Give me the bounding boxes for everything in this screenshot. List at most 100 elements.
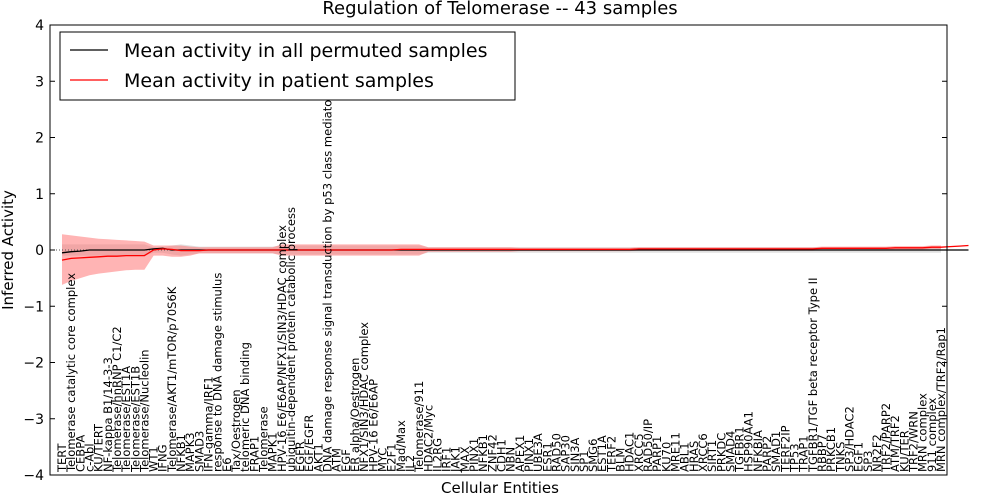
x-tick-label: APEX1	[513, 435, 527, 472]
x-tick-label: SP1	[577, 450, 591, 472]
y-tick-label: −1	[23, 299, 44, 315]
x-tick-label: SIRT1	[705, 440, 719, 472]
x-tick-label: Telomerase/911	[412, 381, 426, 473]
x-tick-label: PARP1	[650, 436, 664, 472]
x-tick-label: Telomerase/hnRNP C1/C2	[110, 326, 124, 473]
x-tick-label: CDH1	[495, 439, 509, 472]
x-tick-label: EGFR	[293, 441, 307, 472]
y-axis: −4 −3 −2 −1 0 1 2 3 4	[23, 18, 947, 484]
x-tick-label: Telomerase/AKT1/mTOR/p70S6K	[165, 286, 179, 473]
x-tick-label: ATM/TRF2	[888, 415, 902, 472]
x-tick-label: MRE11	[669, 432, 683, 472]
x-tick-label: Telomerase	[256, 406, 270, 473]
x-tick-label: Telomerase/Nucleolin	[137, 349, 151, 473]
y-axis-label: Inferred Activity	[0, 190, 17, 310]
x-tick-label: SP3	[861, 450, 875, 472]
x-tick-label: TGFBR1	[733, 426, 747, 473]
x-tick-label: NFKBIA	[751, 430, 765, 472]
x-tick-label: PINX1	[522, 438, 536, 472]
legend-box	[59, 31, 516, 101]
x-tick-label: HDAC2/Myc	[421, 405, 435, 472]
x-tick-label: EGF	[339, 449, 353, 472]
x-tick-label: Telomerase/EST1B	[128, 366, 142, 473]
x-tick-label: Mad/Max	[394, 420, 408, 472]
x-tick-label: UBE3A	[531, 433, 545, 472]
x-tick-label: TNKS	[833, 442, 847, 473]
x-tick-label: TRF2/PARP2	[879, 403, 893, 473]
x-tick-label: SP3/HDAC2	[842, 406, 856, 472]
x-tick-label: KU70	[659, 442, 673, 472]
plot-area	[50, 234, 969, 285]
x-tick-label: MAPK3	[183, 432, 197, 472]
x-tick-label: HRAS	[687, 441, 701, 472]
x-tick-label: Telomerase/EST1A	[119, 366, 133, 473]
x-tick-label: IFN-gamma/IRF1	[202, 376, 216, 472]
x-tick-label: TP53	[788, 443, 802, 473]
x-tick-label: PRKDC	[714, 433, 728, 472]
x-tick-label: NBN	[504, 447, 518, 472]
y-tick-label: 1	[35, 187, 44, 203]
x-tick-label: HPV-16 E6/E6AP/NFX1/SIN3/HDAC complex	[275, 225, 289, 472]
y-tick-label: 4	[35, 18, 44, 34]
x-tick-label: ER alpha/Oestrogen	[348, 358, 362, 472]
x-tick-label: FRAP1	[247, 436, 261, 472]
x-tick-label: IFNG	[156, 444, 170, 472]
y-tick-label: −3	[23, 412, 44, 428]
x-tick-label: IL2RG	[430, 438, 444, 472]
x-tick-label: Telomerase catalytic core complex	[64, 273, 78, 473]
x-tick-label: MAX	[458, 446, 472, 472]
x-tick-label: RAD50/IP	[641, 419, 655, 472]
x-tick-label: KU/TERT	[92, 423, 106, 472]
x-tick-label: ABL1	[678, 442, 692, 471]
x-tick-label: TRF2/WRN	[907, 411, 921, 473]
y-tick-label: −4	[23, 468, 44, 484]
legend: Mean activity in all permuted samples Me…	[59, 31, 516, 101]
x-tick-label: TERT	[55, 443, 69, 473]
band-patient	[62, 234, 941, 285]
x-tick-label: telomeric DNA binding	[238, 342, 252, 472]
x-tick-label: PINX1	[467, 438, 481, 472]
x-axis-label: Cellular Entities	[441, 479, 559, 497]
x-tick-label: ubiquitin-dependent protein catabolic pr…	[284, 207, 298, 472]
chart-title: Regulation of Telomerase -- 43 samples	[322, 0, 677, 19]
x-tick-label: CEBPA	[73, 435, 87, 472]
y-tick-label: −2	[23, 356, 44, 372]
x-tick-label: NFKB1	[174, 434, 188, 472]
x-tick-label: 911 complex	[925, 397, 939, 472]
x-tick-label: SMG6	[586, 439, 600, 472]
x-tick-label: c-Abl	[83, 443, 97, 472]
x-tick-label: DNA damage response signal transduction …	[321, 95, 335, 472]
x-tick-label: IL2	[403, 455, 417, 472]
y-tick-label: 3	[35, 74, 44, 90]
y-tick-label: 2	[35, 131, 44, 147]
x-tick-label: NFX1/SIN3/HDAC complex	[357, 322, 371, 472]
x-tick-label: SMAD3	[192, 431, 206, 472]
x-tick-label: ESR1	[540, 442, 554, 472]
x-tick-label: ZNF42	[485, 434, 499, 472]
x-tick-label: PRKCB1	[824, 427, 838, 472]
x-tick-label: RAD50	[549, 433, 563, 472]
x-tick-label: PARP2	[760, 436, 774, 472]
x-tick-label: E2F1	[385, 443, 399, 472]
x-tick-label: TERF2IP	[778, 425, 792, 473]
x-tick-label: TERF2	[604, 436, 618, 473]
series-line-patient	[61, 244, 969, 261]
x-tick-label: SAP30	[559, 435, 573, 472]
x-tick-label: HPV-16 E6/E6AP	[366, 379, 380, 472]
y-tick-label: 0	[35, 243, 44, 259]
x-tick-label: RBBP7	[815, 434, 829, 472]
x-tick-label: NR2F2	[870, 434, 884, 472]
x-tick-label: KU/TER	[897, 430, 911, 472]
x-tick-label: Tax/Oestrogen	[229, 389, 243, 473]
x-tick-label: TRAP1	[797, 435, 811, 473]
x-tick-label: JAK1	[449, 446, 463, 473]
x-tick-label: MAPK1	[266, 432, 280, 472]
x-tick-label: MRN complex/TRF2/Rap1	[934, 327, 948, 472]
x-tick-label: WT1	[147, 446, 161, 472]
x-tick-label: E6	[220, 457, 234, 472]
x-tick-label: NF-kappa B1/14-3-3	[101, 357, 115, 472]
x-tick-label: ATM	[330, 448, 344, 472]
x-tick-label: XRCC6	[696, 433, 710, 472]
